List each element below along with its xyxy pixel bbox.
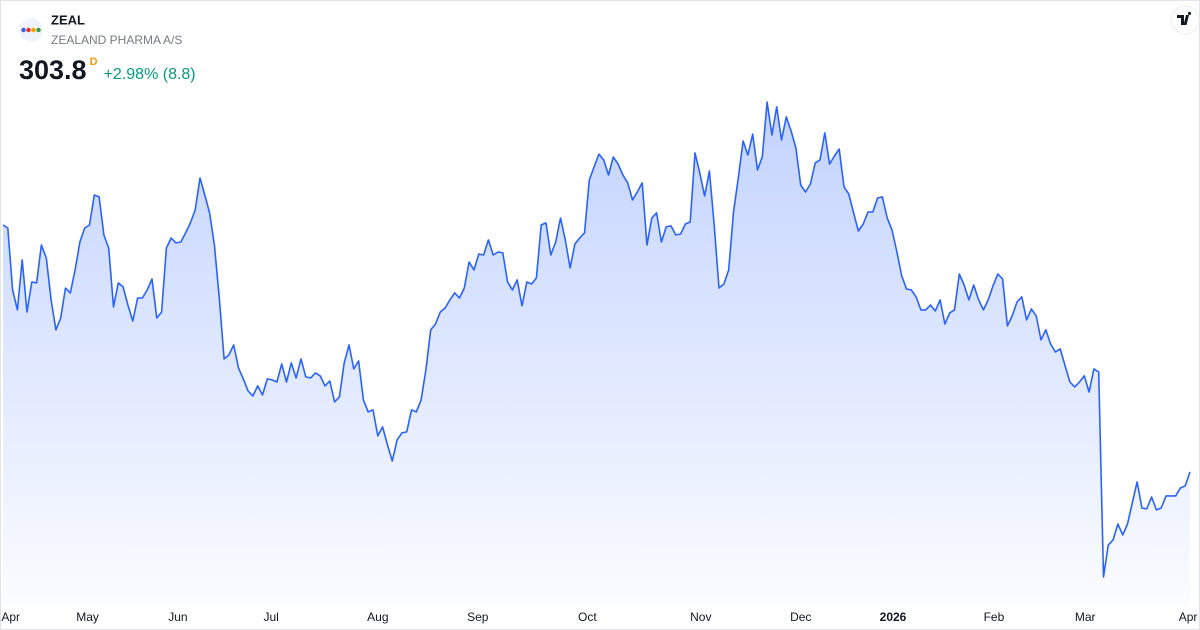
x-tick-label: Nov xyxy=(690,610,711,624)
company-name: ZEALAND PHARMA A/S xyxy=(51,33,182,47)
x-tick-label: 2026 xyxy=(880,610,907,624)
x-tick-label: Jun xyxy=(168,610,187,624)
x-tick-label: Oct xyxy=(578,610,597,624)
tv-logo xyxy=(1170,5,1200,35)
x-tick-label: May xyxy=(76,610,99,624)
x-tick-label: Apr xyxy=(1179,610,1198,624)
logo xyxy=(19,18,43,42)
x-tick-label: Jul xyxy=(263,610,278,624)
x-tick-label: Sep xyxy=(467,610,489,624)
x-tick-label: Mar xyxy=(1075,610,1096,624)
price-change: +2.98% (8.8) xyxy=(104,66,196,83)
x-tick-label: Feb xyxy=(984,610,1005,624)
last-price: 303.8 xyxy=(19,55,87,85)
symbol: ZEAL xyxy=(51,12,85,27)
area-fill xyxy=(3,102,1190,605)
price-line xyxy=(2,101,1191,578)
x-tick-label: Apr xyxy=(1,610,20,624)
x-tick-label: Aug xyxy=(367,610,388,624)
interval: D xyxy=(90,56,98,68)
x-tick-label: Dec xyxy=(790,610,811,624)
